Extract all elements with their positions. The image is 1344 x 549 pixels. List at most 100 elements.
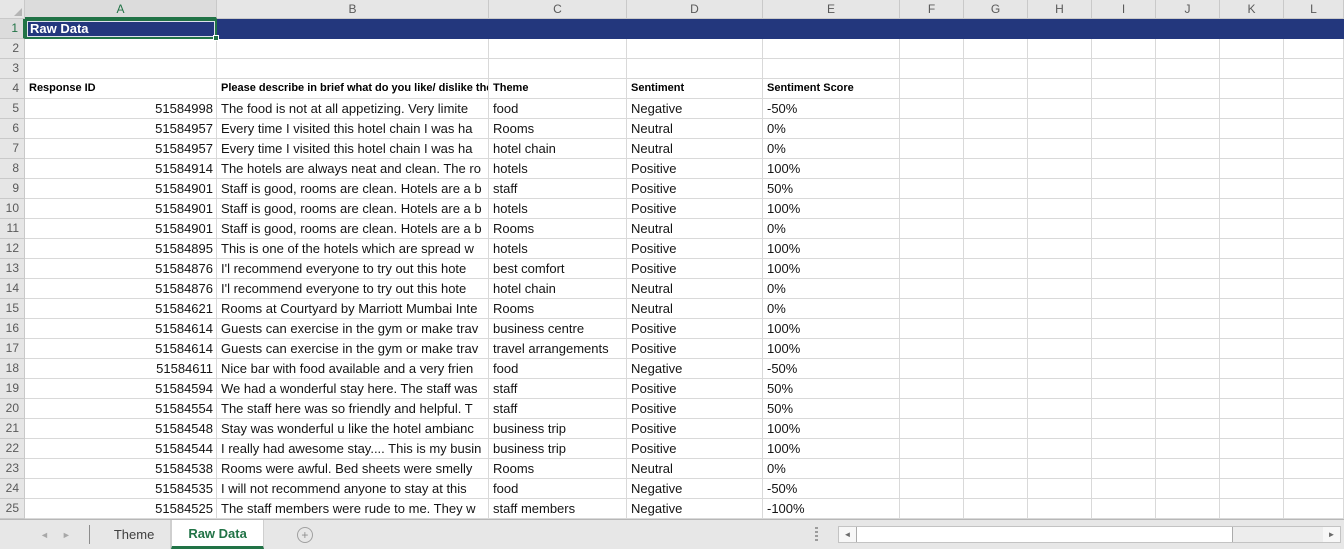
- cell-A6[interactable]: 51584957: [25, 119, 217, 139]
- cell-J8[interactable]: [1156, 159, 1220, 179]
- cell-G14[interactable]: [964, 279, 1028, 299]
- header-cell-C4[interactable]: Theme: [489, 79, 627, 99]
- cell-H10[interactable]: [1028, 199, 1092, 219]
- cell-L12[interactable]: [1284, 239, 1344, 259]
- row-header-17[interactable]: 17: [0, 339, 25, 359]
- cell-J16[interactable]: [1156, 319, 1220, 339]
- cell-A22[interactable]: 51584544: [25, 439, 217, 459]
- cell-G22[interactable]: [964, 439, 1028, 459]
- cell-K4[interactable]: [1220, 79, 1284, 99]
- cell-E19[interactable]: 50%: [763, 379, 900, 399]
- cell-B10[interactable]: Staff is good, rooms are clean. Hotels a…: [217, 199, 489, 219]
- cell-B3[interactable]: [217, 59, 489, 79]
- cell-A12[interactable]: 51584895: [25, 239, 217, 259]
- scrollbar-track[interactable]: [1233, 527, 1323, 542]
- cell-C5[interactable]: food: [489, 99, 627, 119]
- cell-F2[interactable]: [900, 39, 964, 59]
- cell-D8[interactable]: Positive: [627, 159, 763, 179]
- cell-D25[interactable]: Negative: [627, 499, 763, 519]
- cell-F25[interactable]: [900, 499, 964, 519]
- cell-H4[interactable]: [1028, 79, 1092, 99]
- cell-L10[interactable]: [1284, 199, 1344, 219]
- cell-H9[interactable]: [1028, 179, 1092, 199]
- row-header-15[interactable]: 15: [0, 299, 25, 319]
- cell-J14[interactable]: [1156, 279, 1220, 299]
- cell-I14[interactable]: [1092, 279, 1156, 299]
- cell-H23[interactable]: [1028, 459, 1092, 479]
- cell-G17[interactable]: [964, 339, 1028, 359]
- column-header-J[interactable]: J: [1156, 0, 1220, 19]
- cell-B2[interactable]: [217, 39, 489, 59]
- row-header-5[interactable]: 5: [0, 99, 25, 119]
- cell-B6[interactable]: Every time I visited this hotel chain I …: [217, 119, 489, 139]
- cell-F7[interactable]: [900, 139, 964, 159]
- cell-K21[interactable]: [1220, 419, 1284, 439]
- cell-J4[interactable]: [1156, 79, 1220, 99]
- cell-K18[interactable]: [1220, 359, 1284, 379]
- cell-E7[interactable]: 0%: [763, 139, 900, 159]
- row-header-8[interactable]: 8: [0, 159, 25, 179]
- cell-G19[interactable]: [964, 379, 1028, 399]
- add-sheet-button[interactable]: +: [296, 526, 313, 543]
- cell-D16[interactable]: Positive: [627, 319, 763, 339]
- cell-D3[interactable]: [627, 59, 763, 79]
- cell-G18[interactable]: [964, 359, 1028, 379]
- cell-H19[interactable]: [1028, 379, 1092, 399]
- cell-E2[interactable]: [763, 39, 900, 59]
- cell-C10[interactable]: hotels: [489, 199, 627, 219]
- cell-C6[interactable]: Rooms: [489, 119, 627, 139]
- cell-K24[interactable]: [1220, 479, 1284, 499]
- column-header-K[interactable]: K: [1220, 0, 1284, 19]
- cell-F5[interactable]: [900, 99, 964, 119]
- cell-C17[interactable]: travel arrangements: [489, 339, 627, 359]
- cell-J25[interactable]: [1156, 499, 1220, 519]
- cell-J6[interactable]: [1156, 119, 1220, 139]
- cell-B15[interactable]: Rooms at Courtyard by Marriott Mumbai In…: [217, 299, 489, 319]
- cell-E18[interactable]: -50%: [763, 359, 900, 379]
- cell-E22[interactable]: 100%: [763, 439, 900, 459]
- cell-I7[interactable]: [1092, 139, 1156, 159]
- cell-I5[interactable]: [1092, 99, 1156, 119]
- cell-I8[interactable]: [1092, 159, 1156, 179]
- scroll-right-icon[interactable]: ►: [1323, 527, 1340, 542]
- cell-F11[interactable]: [900, 219, 964, 239]
- cell-J2[interactable]: [1156, 39, 1220, 59]
- cell-I3[interactable]: [1092, 59, 1156, 79]
- cell-C25[interactable]: staff members: [489, 499, 627, 519]
- cell-H3[interactable]: [1028, 59, 1092, 79]
- cell-E16[interactable]: 100%: [763, 319, 900, 339]
- cell-E10[interactable]: 100%: [763, 199, 900, 219]
- header-cell-D4[interactable]: Sentiment: [627, 79, 763, 99]
- row-header-11[interactable]: 11: [0, 219, 25, 239]
- cell-A19[interactable]: 51584594: [25, 379, 217, 399]
- header-cell-A4[interactable]: Response ID: [25, 79, 217, 99]
- cell-B8[interactable]: The hotels are always neat and clean. Th…: [217, 159, 489, 179]
- scrollbar-thumb[interactable]: [856, 527, 1233, 542]
- cell-L25[interactable]: [1284, 499, 1344, 519]
- cell-D10[interactable]: Positive: [627, 199, 763, 219]
- cell-I4[interactable]: [1092, 79, 1156, 99]
- cell-A18[interactable]: 51584611: [25, 359, 217, 379]
- cell-H7[interactable]: [1028, 139, 1092, 159]
- cell-F6[interactable]: [900, 119, 964, 139]
- cell-I21[interactable]: [1092, 419, 1156, 439]
- cell-I13[interactable]: [1092, 259, 1156, 279]
- cell-K5[interactable]: [1220, 99, 1284, 119]
- cell-B22[interactable]: I really had awesome stay.... This is my…: [217, 439, 489, 459]
- cell-B23[interactable]: Rooms were awful. Bed sheets were smelly: [217, 459, 489, 479]
- cell-L15[interactable]: [1284, 299, 1344, 319]
- cell-A16[interactable]: 51584614: [25, 319, 217, 339]
- cell-F24[interactable]: [900, 479, 964, 499]
- cell-K16[interactable]: [1220, 319, 1284, 339]
- cell-J22[interactable]: [1156, 439, 1220, 459]
- cell-I10[interactable]: [1092, 199, 1156, 219]
- cell-C15[interactable]: Rooms: [489, 299, 627, 319]
- cell-C13[interactable]: best comfort: [489, 259, 627, 279]
- cell-E15[interactable]: 0%: [763, 299, 900, 319]
- column-header-F[interactable]: F: [900, 0, 964, 19]
- cell-C11[interactable]: Rooms: [489, 219, 627, 239]
- cell-F9[interactable]: [900, 179, 964, 199]
- cell-E5[interactable]: -50%: [763, 99, 900, 119]
- cell-H11[interactable]: [1028, 219, 1092, 239]
- cell-J11[interactable]: [1156, 219, 1220, 239]
